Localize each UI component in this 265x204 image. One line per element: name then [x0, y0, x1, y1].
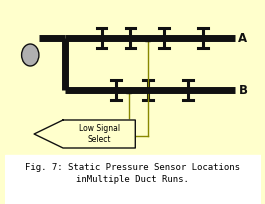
Text: Fig. 7: Static Pressure Sensor Locations: Fig. 7: Static Pressure Sensor Locations: [25, 163, 240, 172]
Text: inMultiple Duct Runs.: inMultiple Duct Runs.: [76, 175, 189, 184]
Bar: [5, 155, 260, 204]
Bar: [145, 35, 150, 41]
Bar: [126, 88, 131, 92]
Ellipse shape: [21, 44, 39, 66]
Text: Low Signal
Select: Low Signal Select: [79, 124, 120, 144]
Text: B: B: [238, 83, 248, 96]
Polygon shape: [34, 120, 135, 148]
Text: A: A: [238, 31, 248, 44]
